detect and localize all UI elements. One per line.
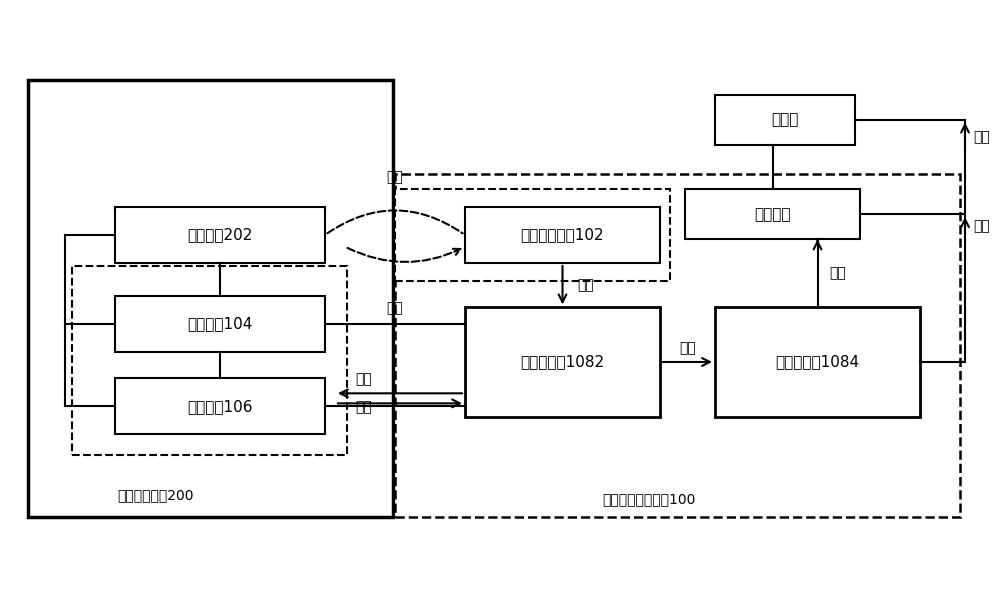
Bar	[685, 189, 860, 239]
Text: 控制: 控制	[387, 301, 403, 314]
Bar	[395, 174, 960, 517]
Text: 显示屏: 显示屏	[771, 112, 799, 127]
Bar	[395, 189, 670, 281]
Bar	[28, 80, 393, 517]
Text: 通信: 通信	[973, 131, 990, 144]
Text: 第二控制器1084: 第二控制器1084	[775, 355, 860, 369]
Bar	[115, 207, 325, 263]
Text: 通信: 通信	[830, 267, 846, 280]
Text: 通信: 通信	[973, 219, 990, 233]
Bar	[115, 378, 325, 434]
Bar	[465, 207, 660, 263]
Text: 通信: 通信	[578, 278, 594, 292]
Bar	[115, 296, 325, 352]
Bar	[465, 307, 660, 417]
Text: 通信: 通信	[679, 341, 696, 355]
Text: 通信: 通信	[355, 400, 372, 414]
Text: 电芯加热电路200: 电芯加热电路200	[118, 488, 194, 502]
Text: 第一开关104: 第一开关104	[187, 316, 253, 331]
Bar	[715, 95, 855, 145]
Text: 电芯加热控制装置100: 电芯加热控制装置100	[603, 492, 696, 506]
Text: 温度采集模块102: 温度采集模块102	[521, 228, 604, 242]
Bar	[72, 266, 347, 455]
Text: 加热装置202: 加热装置202	[187, 228, 253, 242]
Text: 第一控制器1082: 第一控制器1082	[520, 355, 605, 369]
Text: 管理平台: 管理平台	[754, 207, 791, 222]
Text: 第二开关106: 第二开关106	[187, 399, 253, 414]
Bar	[715, 307, 920, 417]
Text: 采集: 采集	[387, 171, 403, 184]
Text: 控制: 控制	[355, 372, 372, 387]
